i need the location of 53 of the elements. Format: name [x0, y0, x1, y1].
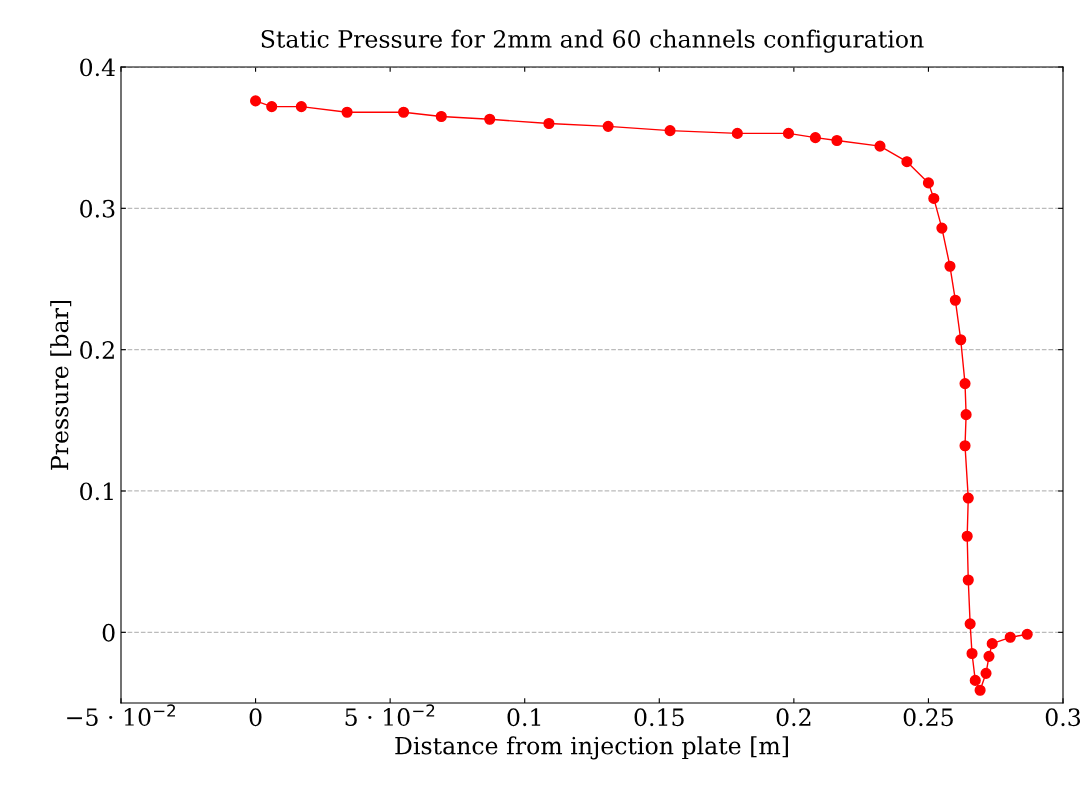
y-tick-label: 0.2: [80, 341, 114, 359]
point: [944, 260, 956, 272]
point: [398, 106, 410, 118]
y-tick-label: 0.4: [80, 58, 115, 77]
point: [964, 618, 976, 630]
point: [1021, 628, 1033, 640]
point: [435, 110, 447, 123]
point: [986, 638, 998, 650]
point: [543, 117, 555, 130]
point: [341, 106, 353, 118]
point: [664, 125, 676, 137]
x-tick-label: 0.1: [507, 708, 541, 727]
point: [962, 492, 974, 504]
point: [901, 156, 913, 168]
point: [922, 177, 934, 189]
y-tick-label: 0.1: [80, 482, 113, 501]
point: [1004, 631, 1016, 643]
point: [782, 127, 795, 139]
point: [250, 95, 262, 107]
point: [602, 120, 614, 132]
point: [983, 650, 995, 662]
x-tick-label: 0: [249, 708, 262, 727]
point: [959, 440, 971, 452]
y-tick-label: 0: [102, 623, 115, 642]
y-tick-label: 0.3: [80, 199, 115, 218]
point: [831, 134, 843, 147]
point: [955, 334, 967, 346]
point: [484, 113, 496, 125]
x-tick-label: 0.15: [634, 708, 684, 727]
point: [266, 101, 278, 113]
x-tick-label: 0.3: [1045, 708, 1081, 727]
point: [809, 132, 821, 144]
point: [936, 222, 948, 234]
point: [962, 574, 974, 586]
point: [980, 667, 992, 679]
point: [874, 140, 886, 152]
point: [928, 192, 940, 204]
point: [295, 101, 307, 113]
x-axis-title: Distance from injection plate [m]: [395, 736, 788, 760]
chart-title: Static Pressure for 2mm and 60 channels configuration: [261, 29, 924, 53]
x-tick-label: −5 · 10$^{−2}$: [67, 704, 175, 726]
x-tick-label: 0.25: [903, 708, 953, 727]
point: [949, 294, 961, 306]
x-tick-label: 0.2: [776, 708, 811, 727]
point: [969, 674, 981, 686]
point: [974, 684, 986, 696]
point: [959, 378, 971, 390]
point: [966, 647, 978, 660]
point: [960, 409, 972, 421]
x-tick-label: 5 · 10$^{−2}$: [345, 704, 435, 726]
y-axis-title: Pressure [bar]: [50, 300, 72, 470]
point: [961, 530, 973, 542]
point: [731, 127, 743, 139]
